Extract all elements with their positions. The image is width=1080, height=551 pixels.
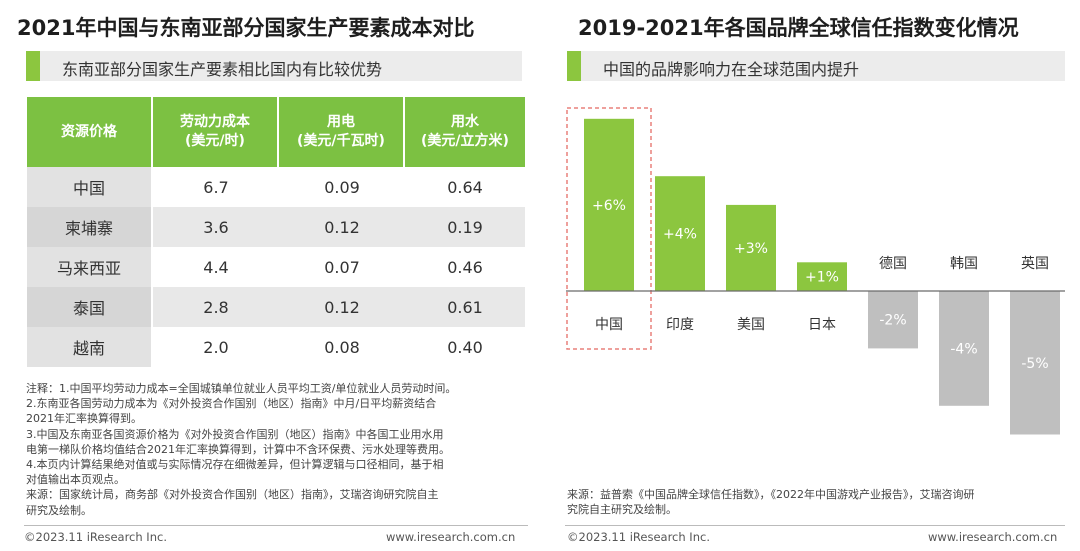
table-cell: 越南 [27, 327, 153, 367]
table-cell: 2.0 [153, 327, 279, 367]
right-footer-url[interactable]: www.iresearch.com.cn [928, 530, 1058, 544]
header-line2: (美元/立方米) [421, 133, 509, 149]
right-title: 2019-2021年各国品牌全球信任指数变化情况 [578, 16, 1019, 40]
header-line1: 用电 [327, 114, 355, 130]
bar-value-label: -2% [879, 313, 906, 329]
table-cell: 柬埔寨 [27, 207, 153, 247]
note-line: 电第一梯队价格均值结合2021年汇率换算得到，计算中不含环保费、污水处理等费用。 [26, 442, 450, 456]
table-cell: 马来西亚 [27, 247, 153, 287]
left-footer-url[interactable]: www.iresearch.com.cn [386, 530, 516, 544]
table-cell: 0.46 [405, 247, 525, 287]
header-line1: 劳动力成本 [180, 114, 250, 130]
note-line: 注释：1.中国平均劳动力成本=全国城镇单位就业人员平均工资/单位就业人员劳动时间… [26, 382, 457, 395]
bar-value-label: -4% [950, 341, 977, 357]
left-notes: 注释：1.中国平均劳动力成本=全国城镇单位就业人员平均工资/单位就业人员劳动时间… [26, 381, 536, 518]
table-cell: 0.40 [405, 327, 525, 367]
bar-0 [584, 118, 634, 291]
brand-trust-chart: +6% 中国 +4% 印度 +3% 美国 +1% 日本 -2% 德国 -4% 韩国 -5% 英国 [566, 107, 1065, 435]
left-subtitle-bar: 东南亚部分国家生产要素相比国内有比较优势 [26, 51, 522, 81]
bar-1 [655, 176, 705, 291]
bar-6 [1010, 291, 1060, 435]
right-source: 来源：益普索《中国品牌全球信任指数》，《2022年中国游戏产业报告》，艾瑞咨询研… [567, 487, 1067, 517]
col-header-resource: 资源价格 [27, 97, 153, 167]
table-cell: 0.19 [405, 207, 525, 247]
header-line2: (美元/时) [185, 133, 245, 149]
table-cell: 0.09 [279, 167, 405, 207]
note-line: 来源：国家统计局，商务部《对外投资合作国别（地区）指南》，艾瑞咨询研究院自主 [26, 488, 439, 502]
col-header-labor: 劳动力成本 (美元/时) [153, 97, 279, 167]
left-title: 2021年中国与东南亚部分国家生产要素成本对比 [17, 16, 475, 40]
table-cell: 2.8 [153, 287, 279, 327]
left-subtitle: 东南亚部分国家生产要素相比国内有比较优势 [62, 60, 383, 79]
table-cell: 0.64 [405, 167, 525, 207]
table-row: 柬埔寨 3.6 0.12 0.19 [27, 207, 525, 247]
note-line: 3.中国及东南亚各国资源价格为《对外投资合作国别（地区）指南》中各国工业用水用 [26, 427, 444, 441]
col-header-electricity: 用电 (美元/千瓦时) [279, 97, 405, 167]
table-row: 泰国 2.8 0.12 0.61 [27, 287, 525, 327]
source-line: 来源：益普索《中国品牌全球信任指数》，《2022年中国游戏产业报告》，艾瑞咨询研 [567, 488, 975, 501]
bar-value-label: +6% [592, 198, 626, 214]
category-label: 印度 [666, 317, 694, 333]
bar-3 [797, 262, 847, 291]
right-subtitle-accent [567, 51, 581, 81]
table-row: 马来西亚 4.4 0.07 0.46 [27, 247, 525, 287]
table-cell: 0.08 [279, 327, 405, 367]
table-header-row: 资源价格 劳动力成本 (美元/时) 用电 (美元/千瓦时) 用水 (美元/立方米… [27, 97, 525, 167]
bar-value-label: -5% [1021, 356, 1048, 372]
bar-value-label: +4% [663, 227, 697, 243]
left-footer-divider [24, 525, 528, 526]
left-footer-copyright: ©2023.11 iResearch Inc. [24, 530, 167, 544]
col-header-water: 用水 (美元/立方米) [405, 97, 525, 167]
header-line1: 用水 [451, 114, 479, 130]
category-label: 日本 [808, 317, 836, 333]
table-cell: 0.12 [279, 207, 405, 247]
category-label: 德国 [879, 256, 907, 272]
right-footer-divider [565, 525, 1065, 526]
category-label: 美国 [737, 317, 765, 333]
note-line: 2.东南亚各国劳动力成本为《对外投资合作国别（地区）指南》中月/日平均薪资结合 [26, 397, 437, 411]
bar-5 [939, 291, 989, 406]
category-label: 韩国 [950, 256, 978, 272]
bar-4 [868, 291, 918, 349]
note-line: 2021年汇率换算得到。 [26, 412, 142, 426]
bar-value-label: +3% [734, 241, 768, 257]
table-cell: 0.12 [279, 287, 405, 327]
bar-value-label: +1% [805, 270, 839, 286]
category-label: 英国 [1021, 255, 1049, 272]
bar-2 [726, 204, 776, 291]
table-row: 越南 2.0 0.08 0.40 [27, 327, 525, 367]
source-line: 究院自主研究及绘制。 [567, 503, 677, 517]
table-cell: 0.07 [279, 247, 405, 287]
table-cell: 4.4 [153, 247, 279, 287]
table-cell: 泰国 [27, 287, 153, 327]
table-row: 中国 6.7 0.09 0.64 [27, 167, 525, 207]
header-line2: (美元/千瓦时) [297, 133, 385, 149]
cost-table: 资源价格 劳动力成本 (美元/时) 用电 (美元/千瓦时) 用水 (美元/立方米… [27, 97, 525, 367]
table-cell: 0.61 [405, 287, 525, 327]
highlight-box [566, 107, 652, 350]
table-cell: 3.6 [153, 207, 279, 247]
right-subtitle-bar: 中国的品牌影响力在全球范围内提升 [567, 51, 1065, 81]
note-line: 研究及绘制。 [26, 503, 92, 517]
left-subtitle-accent [26, 51, 40, 81]
category-label: 中国 [595, 317, 623, 333]
note-line: 对值输出本页观点。 [26, 473, 125, 487]
right-subtitle: 中国的品牌影响力在全球范围内提升 [603, 60, 860, 79]
table-cell: 6.7 [153, 167, 279, 207]
right-footer-copyright: ©2023.11 iResearch Inc. [567, 530, 710, 544]
header-line1: 资源价格 [61, 123, 117, 140]
table-cell: 中国 [27, 167, 153, 207]
note-line: 4.本页内计算结果绝对值或与实际情况存在细微差异，但计算逻辑与口径相同，基于相 [26, 458, 444, 472]
